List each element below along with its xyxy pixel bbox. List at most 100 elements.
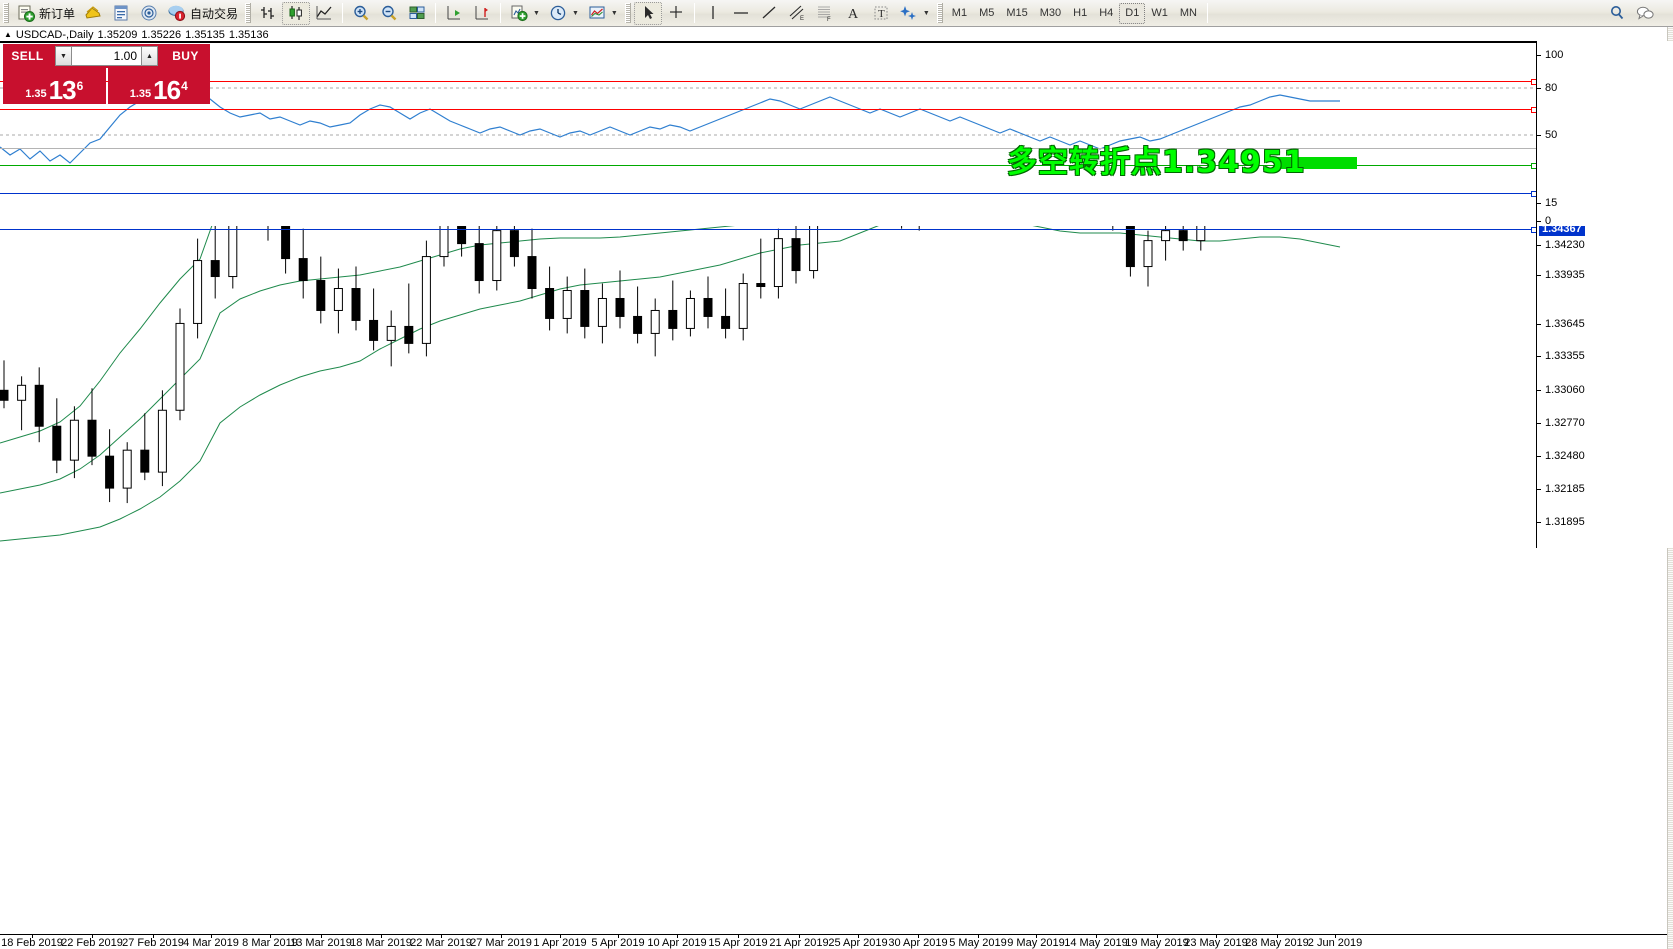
zoom-in-button[interactable] bbox=[347, 2, 375, 25]
timeframe-d1[interactable]: D1 bbox=[1119, 2, 1146, 24]
search-button[interactable] bbox=[1603, 2, 1631, 25]
level-line-135497[interactable] bbox=[0, 107, 1536, 113]
equidistant-channel-tool-button[interactable]: E bbox=[783, 2, 811, 25]
timeframe-m15[interactable]: M15 bbox=[1006, 7, 1028, 19]
chevron-down-icon[interactable]: ▼ bbox=[533, 9, 540, 17]
sell-price-fraction: 6 bbox=[76, 79, 84, 93]
crosshair-tool-button[interactable] bbox=[662, 2, 690, 25]
bar-chart-button[interactable] bbox=[254, 2, 282, 25]
timeframe-h4[interactable]: H4 bbox=[1099, 7, 1114, 19]
candlestick-chart-icon bbox=[286, 4, 306, 22]
channel-icon: E bbox=[787, 4, 807, 22]
timeframe-mn[interactable]: MN bbox=[1179, 7, 1197, 19]
chevron-down-icon[interactable]: ▼ bbox=[610, 9, 618, 17]
price-tick: 1.33935 bbox=[1537, 269, 1585, 281]
price-tick: 1.32480 bbox=[1537, 450, 1585, 462]
level-handle[interactable] bbox=[1531, 79, 1536, 85]
new-order-label: 新订单 bbox=[39, 6, 76, 21]
new-order-icon bbox=[16, 4, 36, 22]
data-window-button[interactable] bbox=[107, 2, 135, 25]
text-tool-button[interactable]: A bbox=[839, 2, 867, 25]
timeframe-w1[interactable]: W1 bbox=[1151, 7, 1168, 19]
timeframe-m1[interactable]: M1 bbox=[951, 7, 968, 19]
buy-price-display[interactable]: 1.35 16 4 bbox=[107, 68, 210, 104]
collapse-triangle-icon[interactable]: ▲ bbox=[4, 30, 12, 39]
horizontal-line-tool-button[interactable] bbox=[727, 2, 755, 25]
rsi-tick: 80 bbox=[1537, 82, 1557, 94]
add-indicator-button[interactable]: ▼ bbox=[505, 2, 544, 25]
sell-button[interactable]: SELL bbox=[3, 44, 52, 68]
buy-button[interactable]: BUY bbox=[161, 44, 210, 68]
toolbar-grip-4[interactable] bbox=[936, 3, 943, 23]
chart-annotation-text[interactable]: 多空转折点1.34951 bbox=[1007, 145, 1306, 180]
level-line-135136-current bbox=[0, 148, 1536, 149]
shapes-tool-button[interactable]: ▼ bbox=[895, 2, 934, 25]
chat-button[interactable] bbox=[1631, 2, 1659, 25]
rsi-plot[interactable] bbox=[0, 43, 1536, 226]
timeframe-m5[interactable]: M5 bbox=[979, 7, 995, 19]
volume-increment-icon[interactable]: ▲ bbox=[141, 46, 158, 66]
cursor-arrow-icon bbox=[638, 4, 658, 22]
buy-price-prefix: 1.35 bbox=[129, 88, 152, 100]
chevron-down-icon[interactable]: ▼ bbox=[571, 9, 579, 17]
auto-scroll-icon bbox=[472, 4, 492, 22]
rsi-tick: 0 bbox=[1537, 215, 1551, 226]
time-tick bbox=[738, 935, 739, 938]
indicators-list-button[interactable] bbox=[79, 2, 107, 25]
time-label: 14 May 2019 bbox=[1064, 937, 1128, 949]
price-tick: 1.33060 bbox=[1537, 384, 1585, 396]
time-tick bbox=[618, 935, 619, 938]
zoom-out-button[interactable] bbox=[375, 2, 403, 25]
level-handle[interactable] bbox=[1531, 163, 1536, 169]
price-tick: 1.32185 bbox=[1537, 483, 1585, 495]
level-line-135725[interactable] bbox=[0, 79, 1536, 85]
bar-chart-icon bbox=[258, 4, 278, 22]
symbol-close: 1.35136 bbox=[228, 28, 269, 41]
time-label: 4 Mar 2019 bbox=[183, 937, 239, 949]
level-handle[interactable] bbox=[1531, 107, 1536, 113]
fibonacci-tool-button[interactable]: F bbox=[811, 2, 839, 25]
auto-scroll-button[interactable] bbox=[468, 2, 496, 25]
templates-icon bbox=[587, 4, 607, 22]
text-label-tool-button[interactable]: T bbox=[867, 2, 895, 25]
sell-price-display[interactable]: 1.35 13 6 bbox=[3, 68, 106, 104]
cursor-tool-button[interactable] bbox=[633, 1, 662, 25]
candlestick-chart-button[interactable] bbox=[282, 1, 311, 25]
new-order-button[interactable]: 新订单 bbox=[12, 2, 79, 25]
one-click-trading-panel[interactable]: SELL ▼ 1.00 ▲ BUY 1.35 13 6 1.35 16 4 bbox=[3, 44, 210, 104]
toolbar-grip[interactable] bbox=[3, 3, 9, 23]
volume-control[interactable]: ▼ 1.00 ▲ bbox=[52, 44, 161, 68]
level-handle[interactable] bbox=[1531, 227, 1536, 233]
timeframe-m30[interactable]: M30 bbox=[1039, 7, 1062, 19]
trendline-tool-button[interactable] bbox=[755, 2, 783, 25]
level-line-134951[interactable] bbox=[0, 163, 1536, 169]
time-axis[interactable]: 18 Feb 2019 22 Feb 2019 27 Feb 2019 4 Mar 2… bbox=[0, 934, 1673, 949]
time-tick bbox=[92, 935, 93, 938]
level-line-134704[interactable] bbox=[0, 191, 1536, 197]
tile-windows-button[interactable] bbox=[403, 2, 431, 25]
chart-shift-button[interactable] bbox=[440, 2, 468, 25]
volume-dropdown-icon[interactable]: ▼ bbox=[55, 46, 72, 66]
templates-button[interactable]: ▼ bbox=[583, 2, 622, 25]
level-handle[interactable] bbox=[1531, 191, 1536, 197]
toolbar-separator-5 bbox=[1206, 3, 1208, 23]
level-line-134367[interactable] bbox=[0, 227, 1536, 233]
line-chart-button[interactable] bbox=[310, 2, 338, 25]
period-button[interactable]: ▼ bbox=[544, 2, 583, 25]
toolbar-grip-2[interactable] bbox=[245, 3, 252, 23]
rsi-scale[interactable]: 100 80 50 15 0 bbox=[1536, 43, 1673, 226]
chevron-down-icon[interactable]: ▼ bbox=[922, 9, 930, 17]
timeframe-h1[interactable]: H1 bbox=[1073, 7, 1088, 19]
autotrading-button[interactable]: 自动交易 bbox=[163, 2, 242, 25]
time-tick bbox=[1216, 935, 1217, 938]
trendline-icon bbox=[759, 4, 779, 22]
svg-text:T: T bbox=[878, 8, 885, 20]
main-toolbar: 新订单 bbox=[0, 0, 1673, 27]
vertical-line-tool-button[interactable] bbox=[699, 2, 727, 25]
navigator-button[interactable] bbox=[135, 2, 163, 25]
toolbar-grip-3[interactable] bbox=[624, 3, 631, 23]
sell-price-main: 13 bbox=[48, 75, 77, 104]
volume-input[interactable]: 1.00 bbox=[72, 46, 141, 66]
chart-area[interactable]: 多空转折点1.34951 1.357251.354971.353951.3513… bbox=[0, 41, 1673, 934]
